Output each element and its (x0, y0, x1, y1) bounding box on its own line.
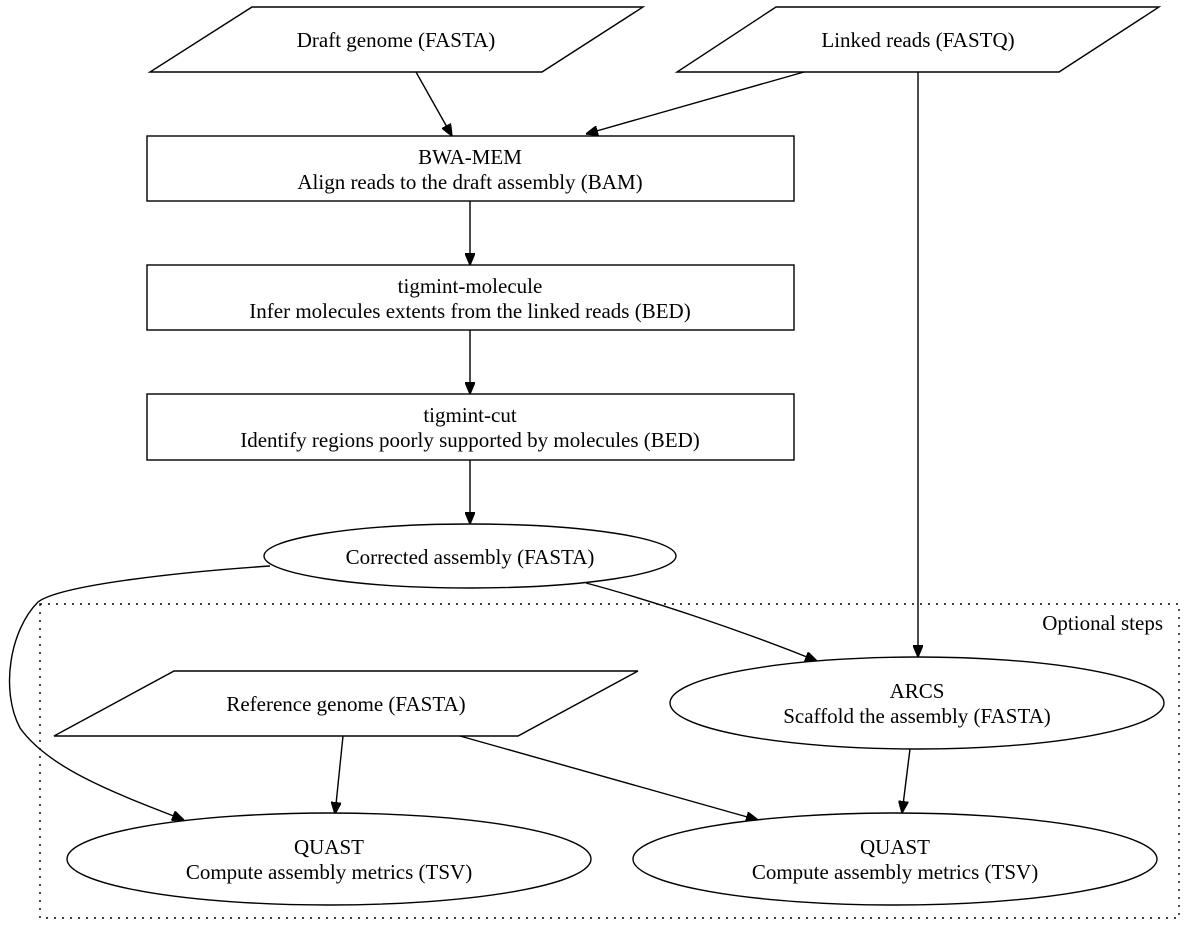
reference-genome-shape (53, 670, 639, 737)
bwa-mem-title: BWA-MEM (418, 145, 522, 169)
node-tigmint-cut: tigmint-cut Identify regions poorly supp… (146, 393, 795, 461)
quast-left-shape (66, 812, 592, 906)
bwa-mem-shape (146, 135, 795, 202)
quast-right-title: QUAST (860, 835, 930, 859)
linked-reads-shape (674, 6, 1162, 73)
quast-right-desc: Compute assembly metrics (TSV) (752, 860, 1038, 884)
edge-corrected-to-arcs (585, 582, 817, 661)
node-bwa-mem: BWA-MEM Align reads to the draft assembl… (146, 135, 795, 202)
edge-draft-to-bwa (415, 71, 452, 136)
node-linked-reads: Linked reads (FASTQ) (674, 6, 1162, 73)
node-draft-genome: Draft genome (FASTA) (147, 6, 646, 73)
bwa-mem-desc: Align reads to the draft assembly (BAM) (297, 170, 642, 194)
optional-steps-cluster: Optional steps (39, 603, 1180, 919)
edge-reference-to-quast-right (459, 735, 758, 820)
edge-reads-to-bwa (586, 71, 805, 134)
quast-right-shape (632, 812, 1158, 906)
edges (8, 71, 918, 820)
tigmint-cut-shape (146, 393, 795, 461)
arcs-desc: Scaffold the assembly (FASTA) (783, 704, 1051, 728)
arcs-shape (669, 656, 1165, 750)
corrected-assembly-label: Corrected assembly (FASTA) (346, 545, 595, 569)
arcs-title: ARCS (890, 679, 945, 703)
edge-reference-to-quast-left (335, 735, 344, 814)
corrected-assembly-shape (263, 523, 677, 589)
node-corrected-assembly: Corrected assembly (FASTA) (263, 523, 677, 589)
tigmint-cut-desc: Identify regions poorly supported by mol… (240, 428, 700, 452)
draft-genome-label: Draft genome (FASTA) (297, 28, 496, 52)
node-quast-right: QUAST Compute assembly metrics (TSV) (632, 812, 1158, 906)
node-quast-left: QUAST Compute assembly metrics (TSV) (66, 812, 592, 906)
tigmint-cut-title: tigmint-cut (423, 403, 516, 427)
edge-arcs-to-quast-right (902, 748, 911, 813)
tigmint-molecule-desc: Infer molecules extents from the linked … (249, 299, 690, 323)
tigmint-molecule-title: tigmint-molecule (398, 274, 543, 298)
reference-genome-label: Reference genome (FASTA) (226, 692, 465, 716)
linked-reads-label: Linked reads (FASTQ) (821, 28, 1014, 52)
edge-corrected-to-quast-left (8, 565, 271, 820)
node-tigmint-molecule: tigmint-molecule Infer molecules extents… (146, 264, 795, 331)
node-arcs: ARCS Scaffold the assembly (FASTA) (669, 656, 1165, 750)
cluster-label: Optional steps (1042, 611, 1163, 635)
node-reference-genome: Reference genome (FASTA) (53, 670, 639, 737)
cluster-border (39, 603, 1180, 919)
quast-left-title: QUAST (294, 835, 364, 859)
draft-genome-shape (147, 6, 646, 73)
quast-left-desc: Compute assembly metrics (TSV) (186, 860, 472, 884)
tigmint-molecule-shape (146, 264, 795, 331)
